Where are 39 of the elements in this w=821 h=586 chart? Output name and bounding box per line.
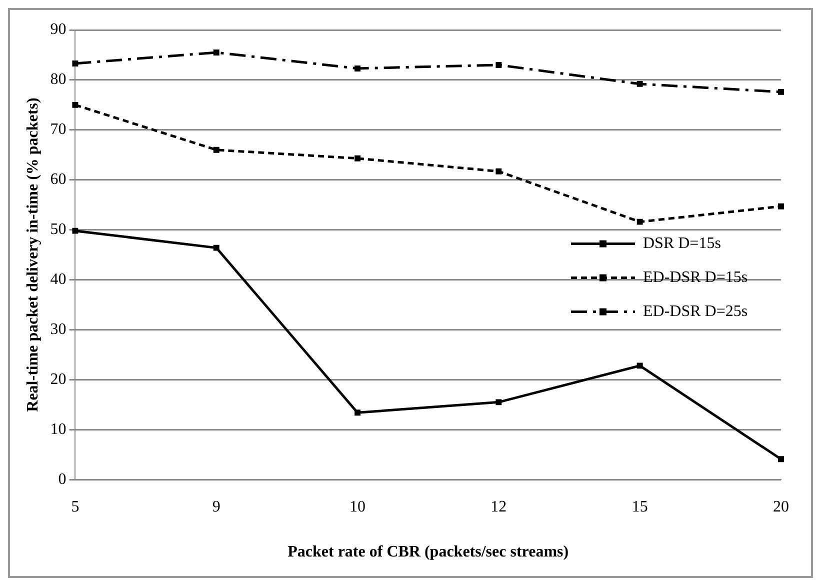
y-tick-label: 40	[50, 270, 66, 288]
point	[72, 228, 78, 234]
point	[636, 218, 643, 225]
point	[213, 146, 220, 153]
legend-label: DSR D=15s	[643, 235, 721, 252]
x-tick-label: 10	[350, 498, 366, 516]
point	[354, 410, 360, 416]
x-tick-label: 9	[212, 498, 220, 516]
point	[72, 102, 78, 108]
point	[213, 244, 220, 251]
point	[213, 50, 220, 56]
y-tick-label: 30	[50, 320, 66, 338]
legend-label: ED-DSR D=25s	[643, 303, 748, 320]
point	[636, 80, 643, 87]
x-tick-label: 20	[773, 498, 789, 516]
y-tick-label: 70	[50, 121, 66, 138]
point	[778, 203, 784, 210]
point	[778, 88, 784, 95]
point	[496, 399, 502, 406]
y-tick-label: 80	[50, 71, 66, 88]
y-tick-label: 10	[50, 420, 66, 438]
y-tick-label: 50	[50, 221, 66, 238]
point	[496, 168, 502, 174]
point	[636, 362, 643, 369]
x-axis-title: Packet rate of CBR (packets/sec streams)	[288, 544, 569, 561]
y-tick-label: 90	[50, 21, 66, 38]
point	[496, 62, 502, 68]
point	[778, 456, 784, 462]
y-tick-label: 20	[50, 370, 66, 388]
x-tick-label: 15	[632, 498, 648, 516]
point	[354, 65, 360, 72]
x-tick-label: 5	[71, 498, 80, 516]
point	[354, 155, 360, 162]
y-tick-label: 60	[50, 171, 66, 188]
x-tick-label: 12	[490, 498, 507, 516]
y-axis-title: Real-time packet delivery in-time (% packets)	[24, 98, 42, 412]
y-tick-label: 0	[58, 470, 66, 488]
point	[72, 60, 78, 66]
legend-label: ED-DSR D=15s	[643, 269, 748, 286]
